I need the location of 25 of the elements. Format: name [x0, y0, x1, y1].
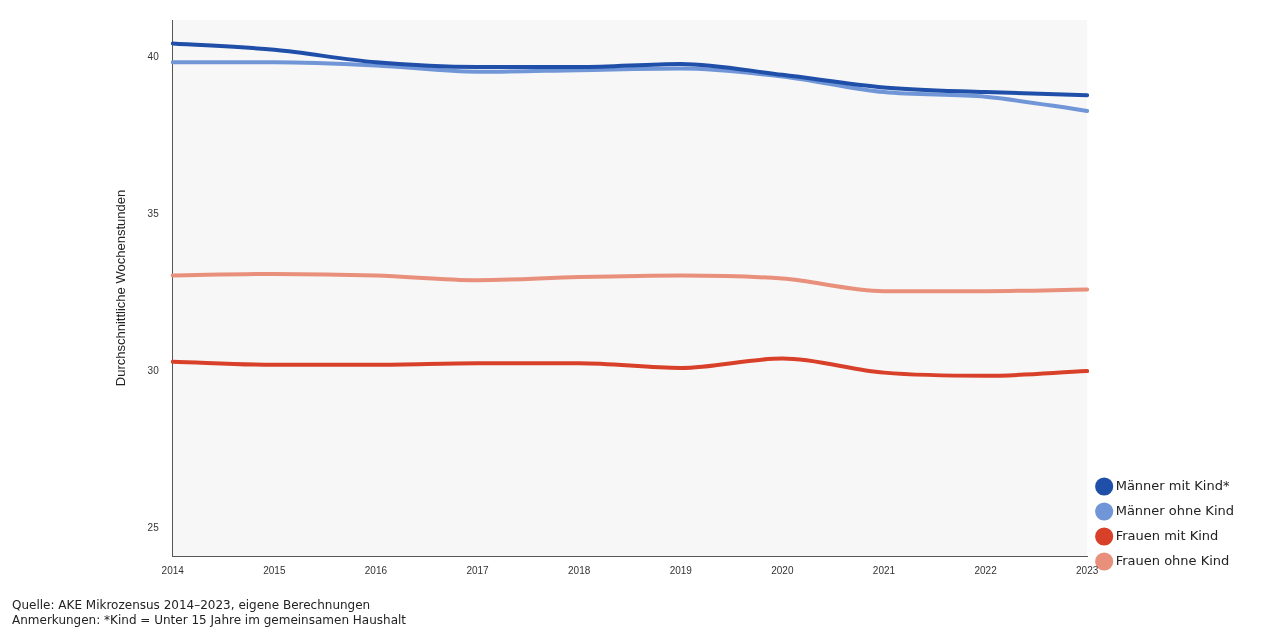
x-tick-label: 2019: [669, 564, 693, 576]
x-tick-label: 2017: [466, 564, 490, 576]
x-tick-label: 2022: [974, 564, 998, 576]
source-note: Quelle: AKE Mikrozensus 2014–2023, eigene Berechnungen: [12, 598, 372, 613]
y-axis-title: Durchschnittliche Wochenstunden: [113, 189, 129, 387]
x-tick-label: 2015: [263, 564, 286, 576]
y-tick-label: 25: [147, 521, 160, 533]
line-series: [170, 60, 1090, 113]
line-series: [170, 41, 1090, 98]
text: Anmerkungen: *Kind = Unter 15 Jahre im gemeinsamen Haushalt: [12, 613, 407, 628]
line-series: [170, 356, 1090, 378]
y-tick-label: 35: [147, 208, 160, 220]
x-tick-label: 2016: [364, 564, 388, 576]
y-tick-label: 40: [147, 51, 160, 63]
x-tick-label: 2018: [568, 564, 591, 576]
legend-label: Männer mit Kind*: [1115, 477, 1230, 493]
legend-label: Frauen mit Kind: [1115, 527, 1219, 543]
legend-label: Männer ohne Kind: [1115, 502, 1234, 518]
line-series: [170, 271, 1090, 294]
x-tick-label: 2020: [771, 564, 794, 576]
y-tick-label: 30: [147, 364, 160, 376]
x-tick-label: 2023: [1076, 564, 1099, 576]
x-tick-label: 2014: [161, 564, 185, 576]
legend-label: Frauen ohne Kind: [1115, 552, 1230, 568]
x-tick-label: 2021: [872, 564, 896, 576]
